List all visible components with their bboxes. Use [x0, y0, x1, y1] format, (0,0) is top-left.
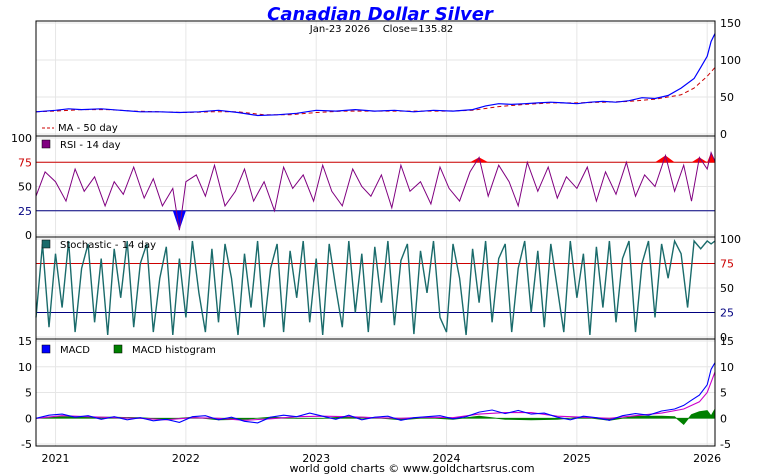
price-y-tick-label: 100 — [720, 54, 741, 67]
chart-title: Canadian Dollar Silver — [267, 4, 494, 25]
stochastic-y-tick-label: 50 — [720, 282, 734, 295]
rsi-legend-swatch — [41, 139, 51, 149]
rsi-y-tick-label: 25 — [18, 205, 32, 218]
stochastic-legend-label: Stochastic - 14 day — [60, 240, 156, 251]
price-y-tick-label: 0 — [720, 128, 727, 141]
rsi-line — [36, 151, 715, 231]
stochastic-line — [35, 238, 716, 336]
series-layer — [35, 33, 716, 425]
stochastic-y-tick-label: 100 — [720, 233, 741, 246]
macd-panel-frame — [35, 338, 716, 447]
macd-y-tick-label-left: 10 — [18, 361, 32, 374]
macd-y-tick-label: -5 — [720, 438, 731, 451]
stochastic-legend-swatch — [41, 239, 51, 249]
x-tick-label: 2024 — [433, 452, 461, 465]
macd-y-tick-label: 10 — [720, 361, 734, 374]
legends: MA - 50 day RSI - 14 day Stochastic - 14 d… — [41, 123, 216, 356]
macd-y-tick-label-left: 0 — [25, 412, 32, 425]
chart-date: Jan-23 2026 — [309, 24, 370, 35]
rsi-y-tick-label: 100 — [11, 132, 32, 145]
price-line — [35, 33, 716, 117]
chart-close: Close=135.82 — [383, 24, 454, 35]
macd-histogram-legend-label: MACD histogram — [132, 345, 216, 356]
macd-y-tick-label-left: 5 — [25, 387, 32, 400]
ma-legend-label: MA - 50 day — [58, 123, 118, 134]
rsi-y-tick-label: 0 — [25, 229, 32, 242]
panels — [36, 21, 715, 446]
macd-histogram-legend-swatch — [113, 344, 123, 354]
level-lines — [36, 161, 715, 313]
x-tick-label: 2022 — [172, 452, 200, 465]
price-y-tick-label: 50 — [720, 91, 734, 104]
x-tick-label: 2026 — [693, 452, 721, 465]
rsi-legend-label: RSI - 14 day — [60, 140, 121, 151]
price-y-tick-label: 150 — [720, 17, 741, 30]
rsi-y-tick-label: 50 — [18, 181, 32, 194]
chart-footer: world gold charts © www.goldchartsrus.co… — [289, 462, 534, 475]
macd-y-tick-label: 5 — [720, 387, 727, 400]
x-tick-label: 2023 — [302, 452, 330, 465]
macd-legend-swatch — [41, 344, 51, 354]
x-tick-label: 2025 — [563, 452, 591, 465]
macd-legend-label: MACD — [60, 345, 90, 356]
macd-line — [35, 362, 716, 424]
x-tick-label: 2021 — [42, 452, 70, 465]
macd-y-tick-label: 0 — [720, 412, 727, 425]
panel-frames — [35, 20, 716, 447]
rsi-y-tick-label: 75 — [18, 156, 32, 169]
macd-y-tick-label-left: -5 — [21, 438, 32, 451]
stochastic-y-tick-label: 25 — [720, 307, 734, 320]
price-panel-bg — [36, 21, 715, 136]
tick-labels: 2021 2022 2023 2024 2025 20260501001500255075… — [11, 17, 741, 465]
stochastic-y-tick-label: 75 — [720, 258, 734, 271]
macd-y-tick-label-left: 15 — [18, 335, 32, 348]
rsi-oversold-fill — [172, 210, 186, 231]
stochastic-y-tick-label: 0 — [720, 331, 727, 344]
macd-y-tick-label: 15 — [720, 335, 734, 348]
